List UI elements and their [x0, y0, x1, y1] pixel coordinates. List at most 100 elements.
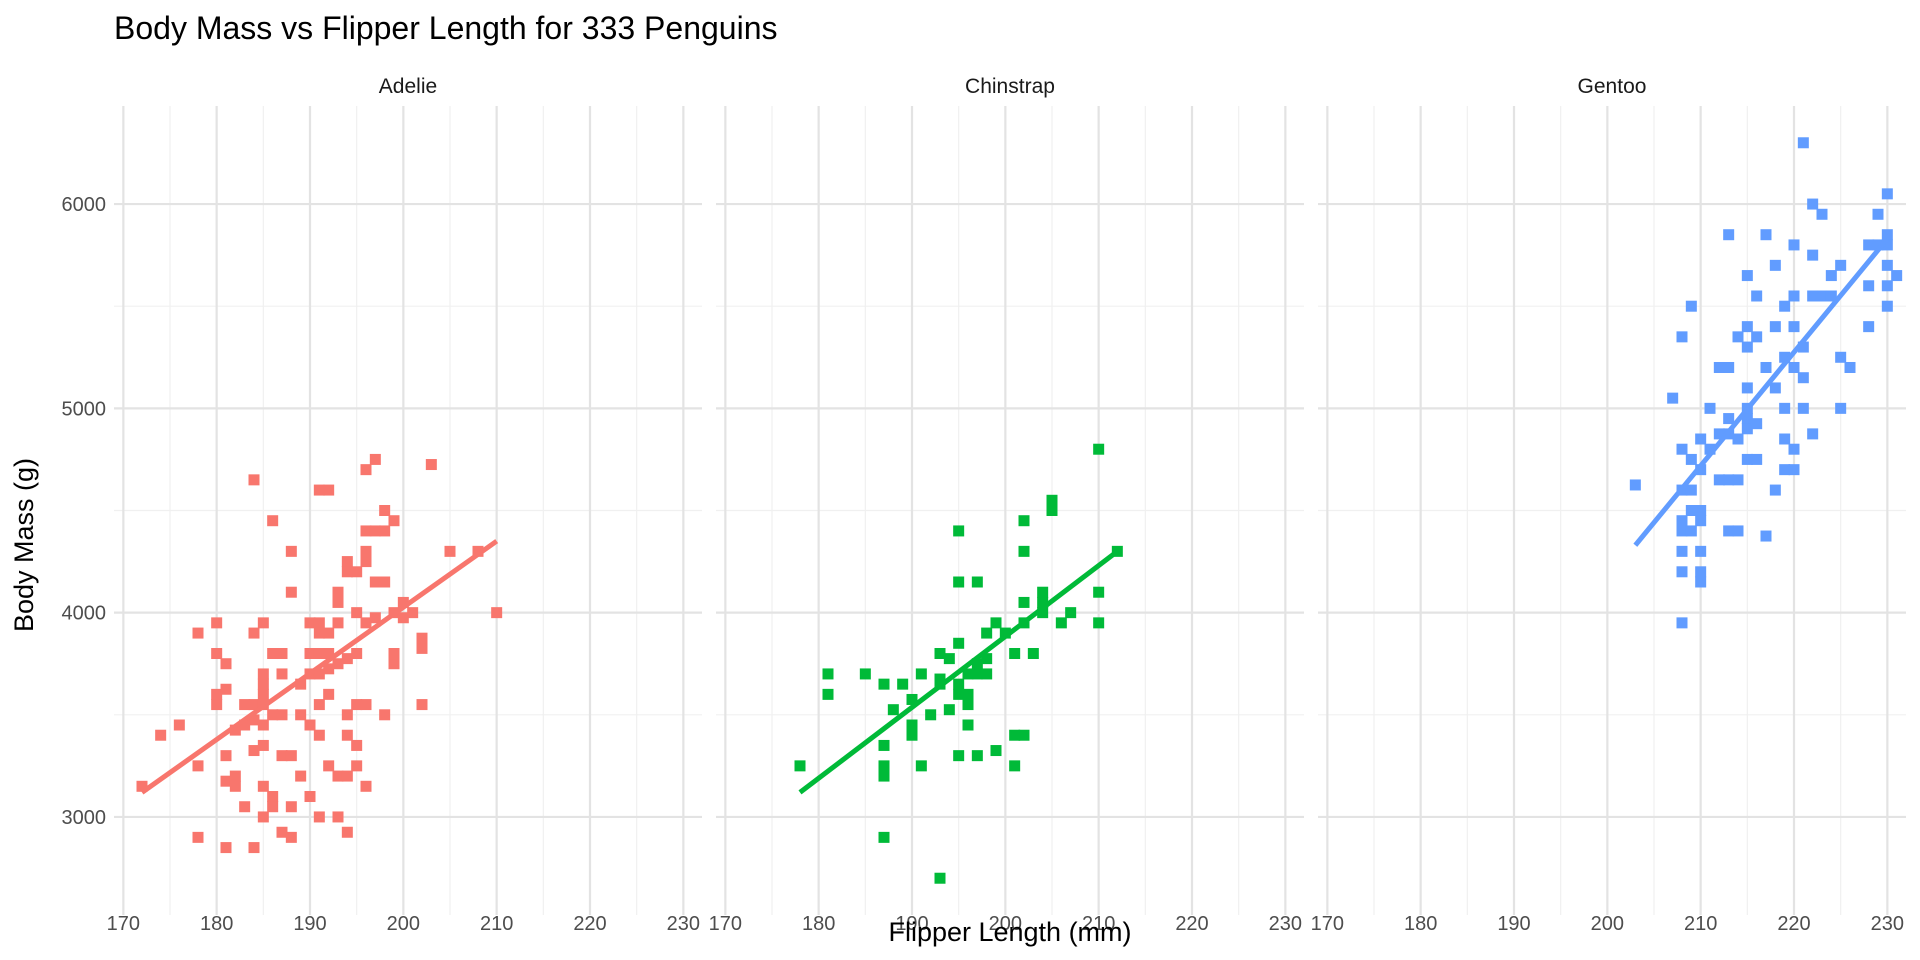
data-point: [1741, 413, 1753, 425]
data-point: [1816, 208, 1828, 220]
data-point: [1741, 321, 1753, 333]
data-point: [313, 627, 325, 639]
data-point: [192, 760, 204, 772]
x-tick-label: 200: [387, 913, 420, 935]
data-point: [248, 699, 260, 711]
x-tick-label: 190: [293, 913, 326, 935]
data-point: [425, 459, 437, 471]
chart-title: Body Mass vs Flipper Length for 333 Peng…: [114, 10, 777, 46]
data-point: [878, 831, 890, 843]
data-point: [257, 719, 269, 731]
data-point: [1881, 188, 1893, 200]
x-tick-label: 190: [895, 913, 928, 935]
data-point: [981, 653, 993, 665]
data-point: [1732, 331, 1744, 343]
x-tick-label: 200: [1591, 913, 1624, 935]
data-point: [323, 663, 335, 675]
data-point: [878, 739, 890, 751]
data-point: [934, 648, 946, 660]
y-tick-label: 6000: [62, 194, 107, 216]
data-point: [360, 545, 372, 557]
data-point: [416, 699, 428, 711]
data-point: [369, 525, 381, 537]
data-point: [369, 453, 381, 465]
data-point: [416, 632, 428, 644]
data-point: [397, 612, 409, 624]
data-point: [1676, 331, 1688, 343]
data-point: [313, 699, 325, 711]
data-point: [341, 729, 353, 741]
data-point: [313, 617, 325, 629]
data-point: [1676, 525, 1688, 537]
data-point: [1676, 566, 1688, 578]
data-point: [248, 627, 260, 639]
data-point: [136, 780, 148, 792]
data-point: [304, 791, 316, 803]
data-point: [276, 750, 288, 762]
data-point: [220, 750, 232, 762]
data-point: [962, 719, 974, 731]
data-point: [1835, 351, 1847, 363]
data-point: [1741, 423, 1753, 435]
data-point: [155, 729, 167, 741]
data-point: [248, 842, 260, 854]
data-point: [1872, 208, 1884, 220]
data-point: [360, 699, 372, 711]
data-point: [1732, 474, 1744, 486]
data-point: [934, 872, 946, 884]
data-point: [192, 627, 204, 639]
data-point: [859, 668, 871, 680]
x-tick-label: 230: [1871, 913, 1904, 935]
data-point: [953, 678, 965, 690]
data-point: [313, 668, 325, 680]
data-point: [1695, 576, 1707, 588]
facet-panels: 3000 4000 5000 6000 Adelie 170 180 190 200 210 220…: [62, 75, 1906, 935]
data-point: [313, 648, 325, 660]
data-point: [1788, 239, 1800, 251]
data-point: [192, 831, 204, 843]
data-point: [794, 760, 806, 772]
data-point: [1685, 453, 1697, 465]
x-tick-label: 180: [200, 913, 233, 935]
data-point: [211, 617, 223, 629]
data-point: [1018, 596, 1030, 608]
data-point: [1825, 290, 1837, 302]
data-point: [257, 617, 269, 629]
data-point: [1732, 525, 1744, 537]
data-point: [1881, 300, 1893, 312]
data-point: [1695, 505, 1707, 516]
data-point: [1779, 433, 1791, 445]
data-point: [341, 770, 353, 782]
data-point: [1046, 505, 1058, 516]
data-point: [360, 525, 372, 537]
data-point: [313, 811, 325, 823]
x-tick-label: 180: [802, 913, 835, 935]
x-tick-label: 170: [107, 913, 140, 935]
data-point: [1667, 392, 1679, 404]
data-point: [971, 750, 983, 762]
data-point: [878, 678, 890, 690]
data-point: [332, 811, 344, 823]
x-tick-label: 220: [1175, 913, 1208, 935]
data-point: [267, 515, 279, 527]
data-point: [211, 648, 223, 660]
data-point: [878, 770, 890, 782]
data-point: [239, 719, 251, 731]
data-point: [943, 653, 955, 665]
data-point: [1685, 300, 1697, 312]
data-point: [239, 801, 251, 813]
data-point: [267, 801, 279, 813]
data-point: [1751, 418, 1763, 430]
data-point: [360, 556, 372, 568]
data-point: [211, 699, 223, 711]
data-point: [229, 770, 241, 782]
x-tick-label: 190: [1497, 913, 1530, 935]
x-tick-label: 230: [667, 913, 700, 935]
data-point: [1769, 382, 1781, 394]
data-point: [285, 801, 297, 813]
data-point: [1807, 249, 1819, 261]
data-point: [379, 505, 391, 516]
x-tick-label: 170: [709, 913, 742, 935]
data-point: [276, 709, 288, 721]
data-point: [1723, 413, 1735, 425]
